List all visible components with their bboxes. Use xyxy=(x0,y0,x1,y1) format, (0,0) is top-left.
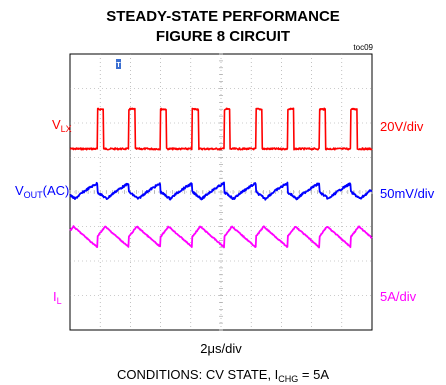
scale-label-il: 5A/div xyxy=(380,289,417,304)
series-label-vout-tail: (AC) xyxy=(43,183,70,198)
conditions-prefix: CONDITIONS: CV STATE, I xyxy=(117,367,278,382)
scale-label-vlx: 20V/div xyxy=(380,119,424,134)
trigger-marker: T xyxy=(116,59,121,69)
conditions-sub: CHG xyxy=(278,374,298,384)
trigger-marker-label: T xyxy=(116,62,121,69)
series-label-il: IL xyxy=(53,289,62,306)
trigger-marker-box xyxy=(116,59,121,69)
series-label-il-main: I xyxy=(53,289,57,304)
conditions-label: CONDITIONS: CV STATE, ICHG = 5A xyxy=(117,367,329,384)
chart-title-line-1: STEADY-STATE PERFORMANCE xyxy=(106,8,340,25)
conditions-suffix: = 5A xyxy=(298,367,329,382)
series-label-vout: VOUT(AC) xyxy=(15,183,69,200)
series-label-vlx-main: V xyxy=(52,117,61,132)
trace-vlx xyxy=(69,107,373,151)
trace-il xyxy=(69,225,373,249)
figure-tag: toc09 xyxy=(353,43,373,52)
scale-label-vout: 50mV/div xyxy=(380,186,435,201)
series-label-vlx-sub: LX xyxy=(61,124,72,134)
series-label-vlx: VLX xyxy=(52,117,72,134)
time-scale-label: 2μs/div xyxy=(200,341,242,356)
series-label-vout-main: V xyxy=(15,183,24,198)
chart-title-line-2: FIGURE 8 CIRCUIT xyxy=(156,28,290,45)
series-label-il-sub: L xyxy=(57,296,62,306)
trace-vout xyxy=(69,181,373,201)
series-label-vout-sub: OUT xyxy=(24,190,44,200)
